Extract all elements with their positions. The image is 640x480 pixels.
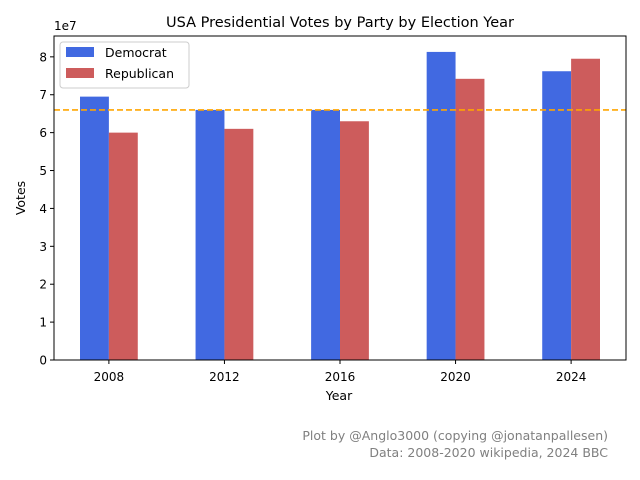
bar-republican-2008 bbox=[108, 132, 138, 360]
y-tick-label: 2 bbox=[39, 278, 47, 292]
bar-democrat-2008 bbox=[80, 96, 109, 360]
bar-republican-2012 bbox=[224, 128, 254, 360]
x-tick-label: 2024 bbox=[556, 370, 587, 384]
bar-democrat-2016 bbox=[311, 109, 340, 360]
credit-line-1: Plot by @Anglo3000 (copying @jonatanpall… bbox=[302, 428, 608, 443]
y-tick-label: 4 bbox=[39, 202, 47, 216]
bar-republican-2016 bbox=[340, 121, 369, 361]
y-axis-label: Votes bbox=[13, 181, 28, 215]
bar-group bbox=[80, 51, 600, 361]
credit-line-2: Data: 2008-2020 wikipedia, 2024 BBC bbox=[369, 445, 608, 460]
y-axis-offset-label: 1e7 bbox=[54, 19, 77, 33]
bar-republican-2024 bbox=[571, 58, 600, 360]
legend-swatch-democrat bbox=[66, 47, 94, 57]
axes-group: 0 1 2 3 4 5 6 7 8 2008 2012 2016 2020 2024 bbox=[39, 35, 627, 384]
legend: Democrat Republican bbox=[59, 41, 190, 89]
legend-label-republican: Republican bbox=[105, 66, 174, 81]
bar-republican-2020 bbox=[455, 78, 485, 361]
x-tick-label: 2008 bbox=[94, 370, 125, 384]
y-tick-label: 1 bbox=[39, 316, 47, 330]
y-tick-label: 6 bbox=[39, 126, 47, 140]
y-tick-label: 0 bbox=[39, 354, 47, 368]
x-axis-label: Year bbox=[325, 388, 353, 403]
bar-democrat-2012 bbox=[195, 109, 225, 360]
chart-title: USA Presidential Votes by Party by Elect… bbox=[166, 15, 514, 31]
y-tick-label: 7 bbox=[39, 88, 47, 102]
y-tick-label: 8 bbox=[39, 50, 47, 64]
x-tick-label: 2020 bbox=[440, 370, 471, 384]
bar-democrat-2024 bbox=[542, 71, 572, 361]
y-tick-label: 3 bbox=[39, 240, 47, 254]
bar-democrat-2020 bbox=[426, 51, 456, 360]
y-tick-label: 5 bbox=[39, 164, 47, 178]
legend-label-democrat: Democrat bbox=[105, 45, 167, 60]
x-tick-label: 2016 bbox=[325, 370, 356, 384]
legend-swatch-republican bbox=[66, 68, 94, 78]
x-tick-label: 2012 bbox=[209, 370, 240, 384]
